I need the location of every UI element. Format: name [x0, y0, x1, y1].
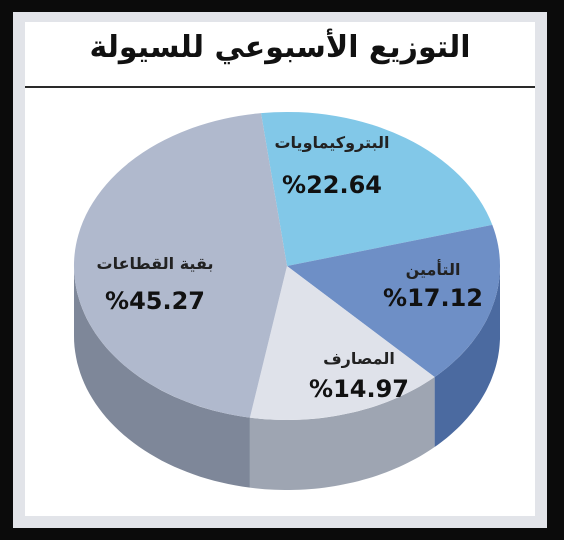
label-name-insurance: التأمين	[406, 259, 461, 279]
label-name-banks: المصارف	[323, 349, 395, 368]
slice-side-banks	[249, 377, 435, 490]
label-value-petrochemicals: %22.64	[282, 171, 382, 199]
label-value-insurance: %17.12	[383, 284, 483, 312]
label-value-banks: %14.97	[309, 375, 409, 403]
slice-side-other-sectors	[74, 266, 250, 488]
label-name-other-sectors: بقية القطاعات	[97, 254, 214, 273]
label-value-other-sectors: %45.27	[105, 287, 205, 315]
title-bar: التوزيع الأسبوعي للسيولة	[25, 22, 535, 88]
plot-area: البتروكيماويات %22.64 التأمين %17.12 المصارف…	[25, 88, 535, 516]
chart-title: التوزيع الأسبوعي للسيولة	[89, 30, 471, 65]
slice-banks	[249, 266, 435, 420]
pie-chart: البتروكيماويات %22.64 التأمين %17.12 المصارف…	[73, 111, 501, 490]
slice-petrochemicals	[261, 111, 493, 266]
slice-other-sectors	[73, 113, 287, 418]
label-name-petrochemicals: البتروكيماويات	[274, 133, 389, 152]
chart-panel: التوزيع الأسبوعي للسيولة البتروكيماويات%…	[13, 12, 547, 528]
slice-insurance	[287, 224, 501, 377]
slice-side-insurance	[434, 266, 500, 447]
